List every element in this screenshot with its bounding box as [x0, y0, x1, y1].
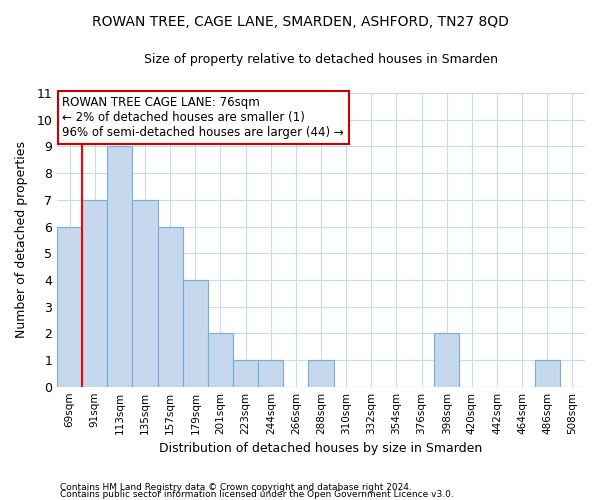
Bar — [208, 334, 233, 386]
Text: ROWAN TREE CAGE LANE: 76sqm
← 2% of detached houses are smaller (1)
96% of semi-: ROWAN TREE CAGE LANE: 76sqm ← 2% of deta… — [62, 96, 344, 139]
Text: Contains HM Land Registry data © Crown copyright and database right 2024.: Contains HM Land Registry data © Crown c… — [60, 484, 412, 492]
Bar — [233, 360, 258, 386]
Bar — [308, 360, 334, 386]
Bar — [107, 146, 133, 386]
Text: ROWAN TREE, CAGE LANE, SMARDEN, ASHFORD, TN27 8QD: ROWAN TREE, CAGE LANE, SMARDEN, ASHFORD,… — [92, 15, 508, 29]
X-axis label: Distribution of detached houses by size in Smarden: Distribution of detached houses by size … — [160, 442, 482, 455]
Bar — [133, 200, 158, 386]
Bar — [183, 280, 208, 386]
Bar — [158, 226, 183, 386]
Title: Size of property relative to detached houses in Smarden: Size of property relative to detached ho… — [144, 52, 498, 66]
Text: Contains public sector information licensed under the Open Government Licence v3: Contains public sector information licen… — [60, 490, 454, 499]
Y-axis label: Number of detached properties: Number of detached properties — [15, 142, 28, 338]
Bar — [82, 200, 107, 386]
Bar — [535, 360, 560, 386]
Bar — [258, 360, 283, 386]
Bar — [57, 226, 82, 386]
Bar — [434, 334, 460, 386]
